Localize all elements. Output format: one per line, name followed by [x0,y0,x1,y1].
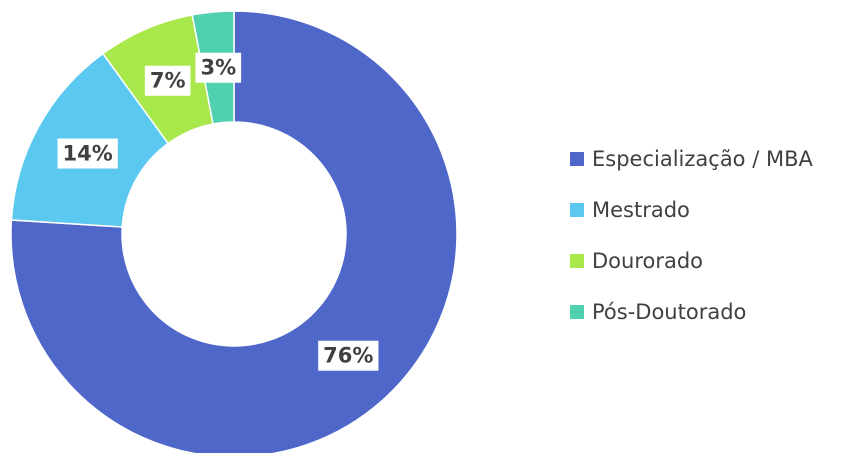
legend-swatch [570,203,584,217]
legend-label: Pós-Doutorado [592,300,746,324]
legend-label: Mestrado [592,198,690,222]
label-box [144,65,191,96]
legend-swatch [570,305,584,319]
label-box [195,52,242,83]
data-label: 76% [323,344,373,368]
legend-swatch [570,152,584,166]
label-box [318,340,379,371]
legend-swatch [570,254,584,268]
data-label: 3% [200,56,236,80]
label-box [57,138,118,169]
data-label: 7% [150,69,186,93]
legend-label: Dourorado [592,249,703,273]
legend-label: Especialização / MBA [592,147,813,171]
data-label: 14% [63,142,113,166]
